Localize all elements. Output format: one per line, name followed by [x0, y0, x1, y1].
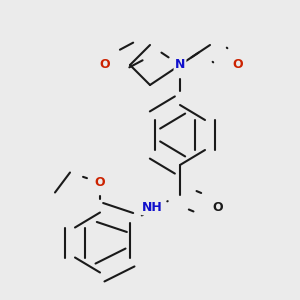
- Text: O: O: [212, 201, 223, 214]
- Text: O: O: [95, 176, 105, 189]
- Text: NH: NH: [142, 201, 163, 214]
- Text: O: O: [100, 58, 110, 71]
- Text: O: O: [232, 58, 243, 71]
- Text: N: N: [175, 58, 185, 71]
